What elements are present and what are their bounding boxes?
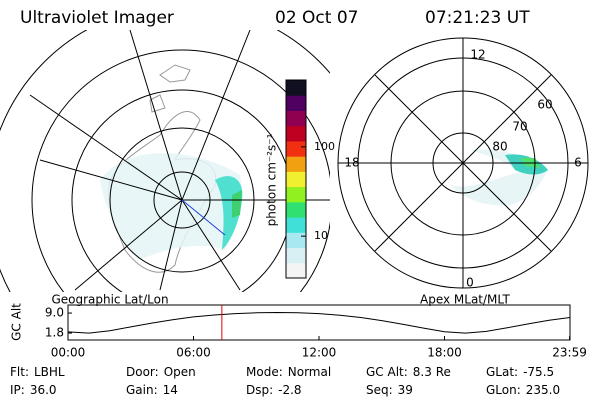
status-item: Dsp: -2.8 [246,383,302,397]
status-value: Open [164,365,196,379]
orbit-frame [67,304,571,341]
status-label: GC Alt: [366,365,408,379]
mlt-map [337,37,589,289]
x-tick-label: 23:59 [552,346,587,360]
status-value: 39 [398,383,413,397]
aurora [100,153,242,260]
colorbar-swatch [286,95,306,111]
altitude-curve [67,311,571,334]
status-item: Door: Open [126,365,196,379]
orbit-axis-label: GC Alt [10,303,24,341]
status-label: IP: [10,383,25,397]
status-label: Mode: [246,365,283,379]
status-value: -2.8 [278,383,301,397]
status-item: Seq: 39 [366,383,413,397]
status-label: GLon: [486,383,521,397]
x-tick-label: 00:00 [51,346,86,360]
x-tick-label: 12:00 [302,346,337,360]
mlt-label: 18 [344,156,359,170]
mlt-label: 6 [574,156,582,170]
status-value: -75.5 [523,365,554,379]
mlt-label: 12 [470,48,485,62]
lat-label: 60 [537,98,552,112]
status-label: Door: [126,365,159,379]
status-item: Gain: 14 [126,383,178,397]
status-label: Seq: [366,383,393,397]
status-value: 8.3 Re [413,365,451,379]
date: 02 Oct 07 [275,8,358,28]
status-value: 36.0 [30,383,57,397]
colorbar-swatch [286,262,306,279]
lat-label: 70 [512,120,527,134]
status-label: Dsp: [246,383,273,397]
status-value: Normal [288,365,331,379]
time: 07:21:23 UT [425,8,530,28]
mlt-label: 0 [466,276,474,290]
status-item: IP: 36.0 [10,383,57,397]
colorbar-swatch [286,247,306,264]
colorbar-swatch [286,232,306,249]
x-tick-label: 06:00 [176,346,211,360]
status-value: 235.0 [526,383,560,397]
colorbar-swatch [286,80,306,96]
geographic-map [0,30,330,292]
colorbar-tick-label: 10 [314,229,328,242]
y-tick-label: 1.8 [45,326,64,340]
status-label: Gain: [126,383,158,397]
colorbar-swatch [286,156,306,172]
status-item: GLat: -75.5 [486,365,554,379]
colorbar-swatch [286,201,306,218]
title: Ultraviolet Imager [20,8,174,28]
status-item: GLon: 235.0 [486,383,560,397]
left-map-label: Geographic Lat/Lon [51,293,168,307]
colorbar-swatch [286,186,306,203]
status-item: Flt: LBHL [10,365,65,379]
aurora-peak [232,190,242,218]
status-item: Mode: Normal [246,365,331,379]
colorbar-swatch [286,110,306,127]
colorbar-tick-label: 100 [314,140,335,153]
status-value: 14 [163,383,178,397]
y-tick-label: 9.0 [45,306,64,320]
status-label: Flt: [10,365,29,379]
colorbar-swatch [286,171,306,188]
colorbar-swatch [286,125,306,142]
lat-label: 80 [492,140,507,154]
status-label: GLat: [486,365,518,379]
right-map-label: Apex MLat/MLT [420,293,510,307]
colorbar-label: photon cm⁻²s⁻¹ [265,133,279,226]
status-value: LBHL [34,365,65,379]
x-tick-label: 18:00 [427,346,462,360]
coastline [149,64,191,113]
status-item: GC Alt: 8.3 Re [366,365,451,379]
colorbar-swatch [286,217,306,233]
colorbar-swatch [286,140,306,157]
colorbar-frame [285,79,307,279]
